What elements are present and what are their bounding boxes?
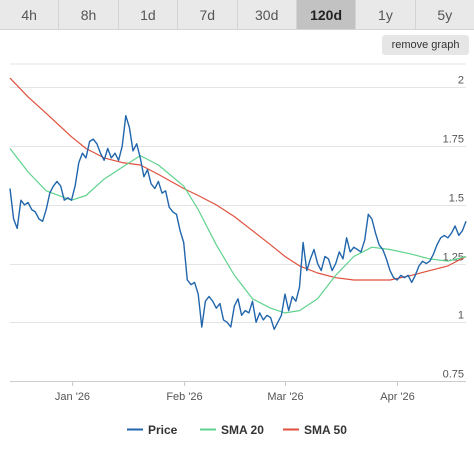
y-tick-label: 2 — [458, 75, 464, 87]
timeframe-tabs: 4h 8h 1d 7d 30d 120d 1y 5y — [0, 0, 474, 30]
y-tick-label: 1.75 — [443, 134, 464, 146]
legend-label: SMA 50 — [304, 423, 347, 437]
tab-8h[interactable]: 8h — [59, 0, 119, 29]
x-tick-label: Mar '26 — [267, 391, 303, 403]
series-line-price — [9, 114, 467, 330]
tab-5y[interactable]: 5y — [415, 0, 474, 29]
x-tick-label: Apr '26 — [380, 391, 415, 403]
tab-1y[interactable]: 1y — [356, 0, 416, 29]
tab-4h[interactable]: 4h — [0, 0, 60, 29]
tab-7d[interactable]: 7d — [178, 0, 238, 29]
x-tick-label: Feb '26 — [166, 391, 202, 403]
y-tick-label: 1.5 — [449, 193, 464, 205]
legend-label: SMA 20 — [221, 423, 264, 437]
series-line-sma-50 — [9, 77, 467, 281]
remove-graph-button[interactable]: remove graph — [382, 35, 469, 55]
tab-120d[interactable]: 120d — [296, 0, 357, 29]
tab-30d[interactable]: 30d — [237, 0, 297, 29]
x-tick-label: Jan '26 — [55, 391, 90, 403]
series-line-sma-20 — [9, 148, 467, 314]
legend-label: Price — [148, 423, 178, 437]
y-tick-label: 0.75 — [443, 369, 464, 381]
tab-1d[interactable]: 1d — [118, 0, 179, 29]
y-tick-label: 1 — [458, 310, 464, 322]
